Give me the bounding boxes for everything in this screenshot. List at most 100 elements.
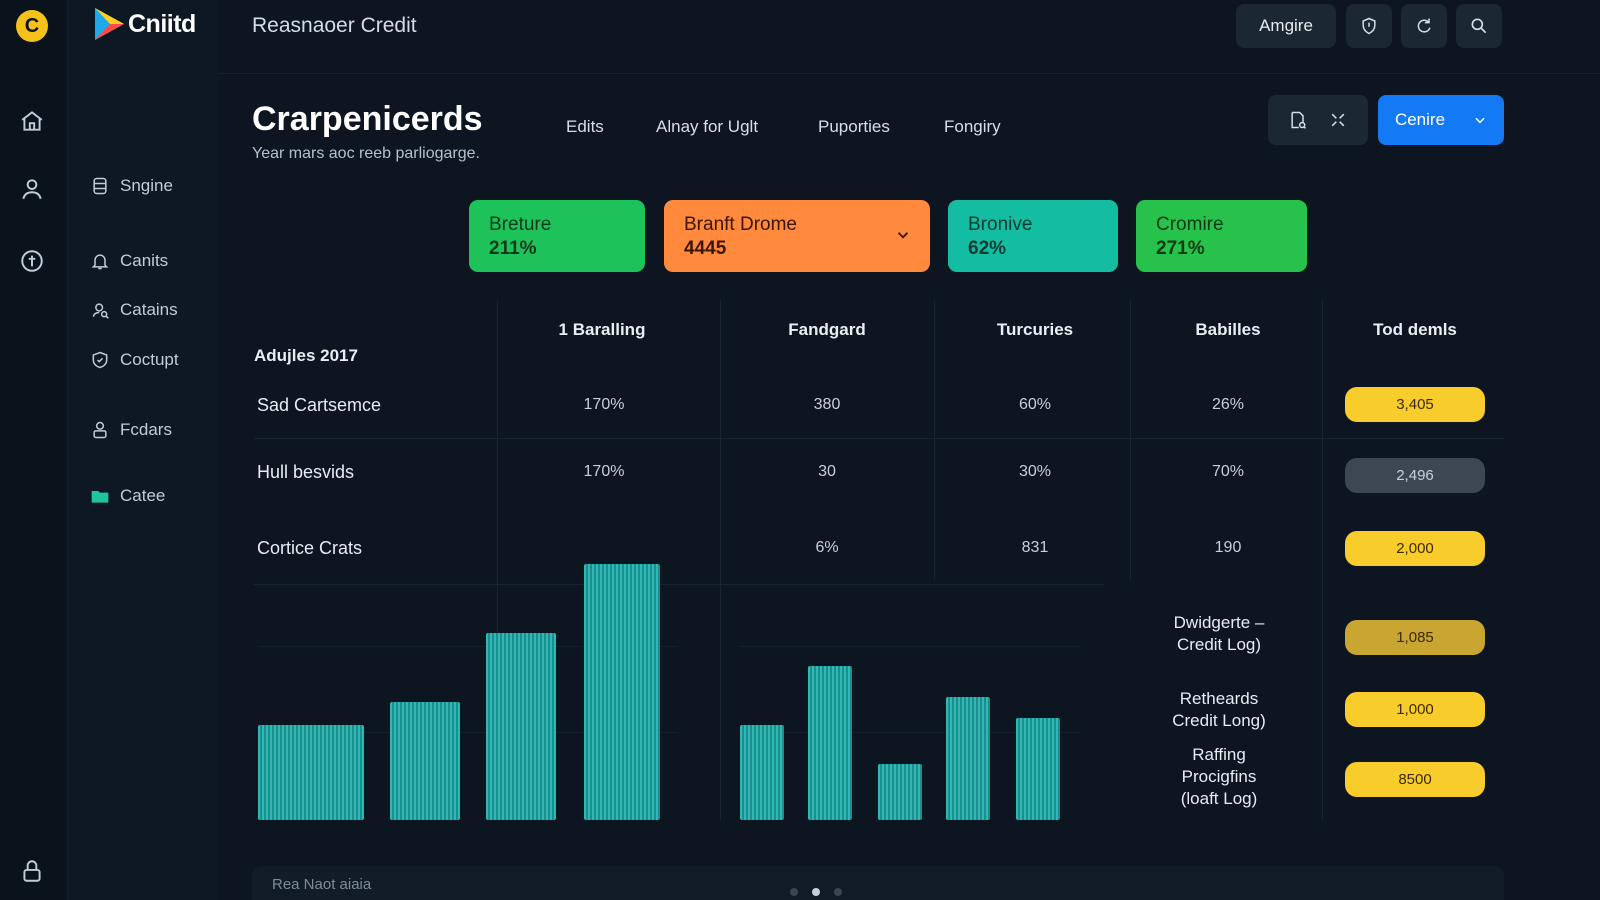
tab-edits[interactable]: Edits [566, 117, 604, 136]
column-header[interactable]: Fandgard [788, 320, 866, 339]
home-icon[interactable] [19, 108, 45, 134]
stat-card-dropdown[interactable]: Branft Drome 4445 [664, 200, 930, 272]
credit-log-badge[interactable]: 1,085 [1345, 620, 1485, 655]
table-cell: 60% [1018, 396, 1052, 413]
bar-chart-left [258, 560, 678, 820]
stat-card[interactable]: Breture 211% [469, 200, 645, 272]
sidebar-item-label: Sngine [120, 176, 173, 195]
table-cell: 190 [1214, 539, 1242, 556]
document-search-icon[interactable] [1288, 110, 1308, 130]
sidebar-item-canits[interactable]: Canits [90, 251, 168, 271]
stat-card-label: Branft Drome [684, 214, 797, 235]
shield-button[interactable] [1346, 4, 1392, 48]
stat-card-value: 211% [489, 238, 537, 259]
chart-bar[interactable] [390, 702, 460, 820]
sidebar-item-catains[interactable]: Catains [90, 300, 178, 320]
expand-icon[interactable] [1328, 110, 1348, 130]
stat-card-label: Cromire [1156, 214, 1224, 235]
table-cell: 170% [583, 396, 625, 413]
stat-card[interactable]: Cromire 271% [1136, 200, 1307, 272]
chart-bar[interactable] [878, 763, 922, 820]
table-cell: 6% [815, 539, 839, 556]
sidebar-item-sngine[interactable]: Sngine [90, 176, 173, 196]
credit-log-label: Retheards Credit Long) [1172, 689, 1266, 730]
brand-name: Cniitd [128, 9, 196, 38]
pagination-dot[interactable] [790, 888, 798, 896]
table-cell: 380 [813, 396, 841, 413]
chart-gridline [258, 731, 678, 733]
table-cell: 30 [818, 463, 836, 480]
refresh-icon [1417, 18, 1431, 33]
lock-icon[interactable] [19, 858, 45, 884]
create-button-label: Cenire [1394, 110, 1446, 129]
total-badge[interactable]: 3,405 [1345, 387, 1485, 422]
page-title: Crarpenicerds [252, 100, 483, 138]
user-icon[interactable] [19, 176, 45, 202]
table-row-label[interactable]: Cortice Crats [257, 538, 363, 558]
column-header[interactable]: 1 Baralling [558, 320, 646, 339]
user-search-icon [92, 303, 109, 319]
search-button[interactable] [1456, 4, 1502, 48]
badge-icon[interactable] [19, 248, 45, 274]
column-divider [720, 300, 721, 820]
chart-gridline [258, 645, 678, 647]
table-cell: 170% [583, 463, 625, 480]
stat-card[interactable]: Bronive 62% [948, 200, 1118, 272]
sidebar-item-label: Canits [120, 251, 169, 270]
shield-check-icon [1362, 17, 1376, 35]
row-divider [254, 584, 1104, 585]
sidebar-item-catee[interactable]: Catee [90, 486, 165, 506]
table-section-label: Adujles 2017 [254, 346, 358, 365]
database-icon [93, 177, 107, 195]
sidebar-item-fcdars[interactable]: Fcdars [90, 420, 172, 440]
chart-bar[interactable] [584, 564, 660, 820]
column-divider [1130, 300, 1131, 580]
credit-log-badge[interactable]: 1,000 [1345, 692, 1485, 727]
chart-bar[interactable] [740, 725, 784, 820]
chart-bar[interactable] [1016, 717, 1060, 820]
pagination-dot[interactable] [812, 888, 820, 896]
sidebar: Cniitd Sngine Canits Catains Coctupt Fcd… [68, 0, 218, 900]
icon-rail: C [0, 0, 68, 900]
sidebar-item-coctupt[interactable]: Coctupt [90, 350, 179, 370]
chevron-down-icon [897, 232, 909, 239]
chart-gridline [740, 645, 1080, 647]
brand[interactable]: Cniitd [92, 6, 196, 42]
create-dropdown-button[interactable]: Cenire [1378, 95, 1504, 145]
sidebar-item-label: Catains [120, 300, 178, 319]
lock-user-icon [93, 421, 107, 439]
chart-bar[interactable] [808, 666, 852, 820]
chart-bar[interactable] [946, 697, 990, 820]
column-header[interactable]: Babilles [1195, 320, 1261, 339]
total-badge[interactable]: 2,000 [1345, 531, 1485, 566]
bell-icon [91, 254, 109, 270]
stat-card-value: 271% [1156, 238, 1205, 259]
topbar-primary-button[interactable]: Amgire [1236, 4, 1336, 48]
column-header[interactable]: Turcuries [996, 320, 1074, 339]
pagination-dot[interactable] [834, 888, 842, 896]
column-header[interactable]: Tod demls [1373, 320, 1457, 339]
sidebar-item-label: Catee [120, 486, 166, 505]
app-logo-icon[interactable]: C [16, 10, 48, 42]
app-title: Reasnaoer Credit [252, 14, 417, 37]
chart-bar[interactable] [486, 633, 556, 820]
total-badge[interactable]: 2,496 [1345, 458, 1485, 493]
column-divider [934, 300, 935, 580]
table-row-label[interactable]: Sad Cartsemce [257, 395, 382, 415]
tab-fongiry[interactable]: Fongiry [944, 117, 1001, 136]
play-logo-icon [95, 8, 124, 40]
tab-alnay[interactable]: Alnay for Uglt [656, 117, 759, 136]
page-subtitle: Year mars aoc reeb parliogarge. [252, 145, 480, 162]
stat-card-label: Breture [489, 214, 552, 235]
credit-log-label: Dwidgerte – Credit Log) [1173, 613, 1265, 654]
folder-icon [91, 491, 109, 503]
chart-bar[interactable] [258, 725, 364, 820]
credit-log-label: Raffing Procigfins (loaft Log) [1180, 745, 1258, 808]
settings-button[interactable] [1401, 4, 1447, 48]
shield-icon [92, 351, 108, 369]
pagination-dots[interactable] [790, 888, 842, 896]
credit-log-badge[interactable]: 8500 [1345, 762, 1485, 797]
tab-puporties[interactable]: Puporties [818, 117, 890, 136]
table-row-label[interactable]: Hull besvids [257, 462, 355, 482]
table-cell: 30% [1018, 463, 1052, 480]
